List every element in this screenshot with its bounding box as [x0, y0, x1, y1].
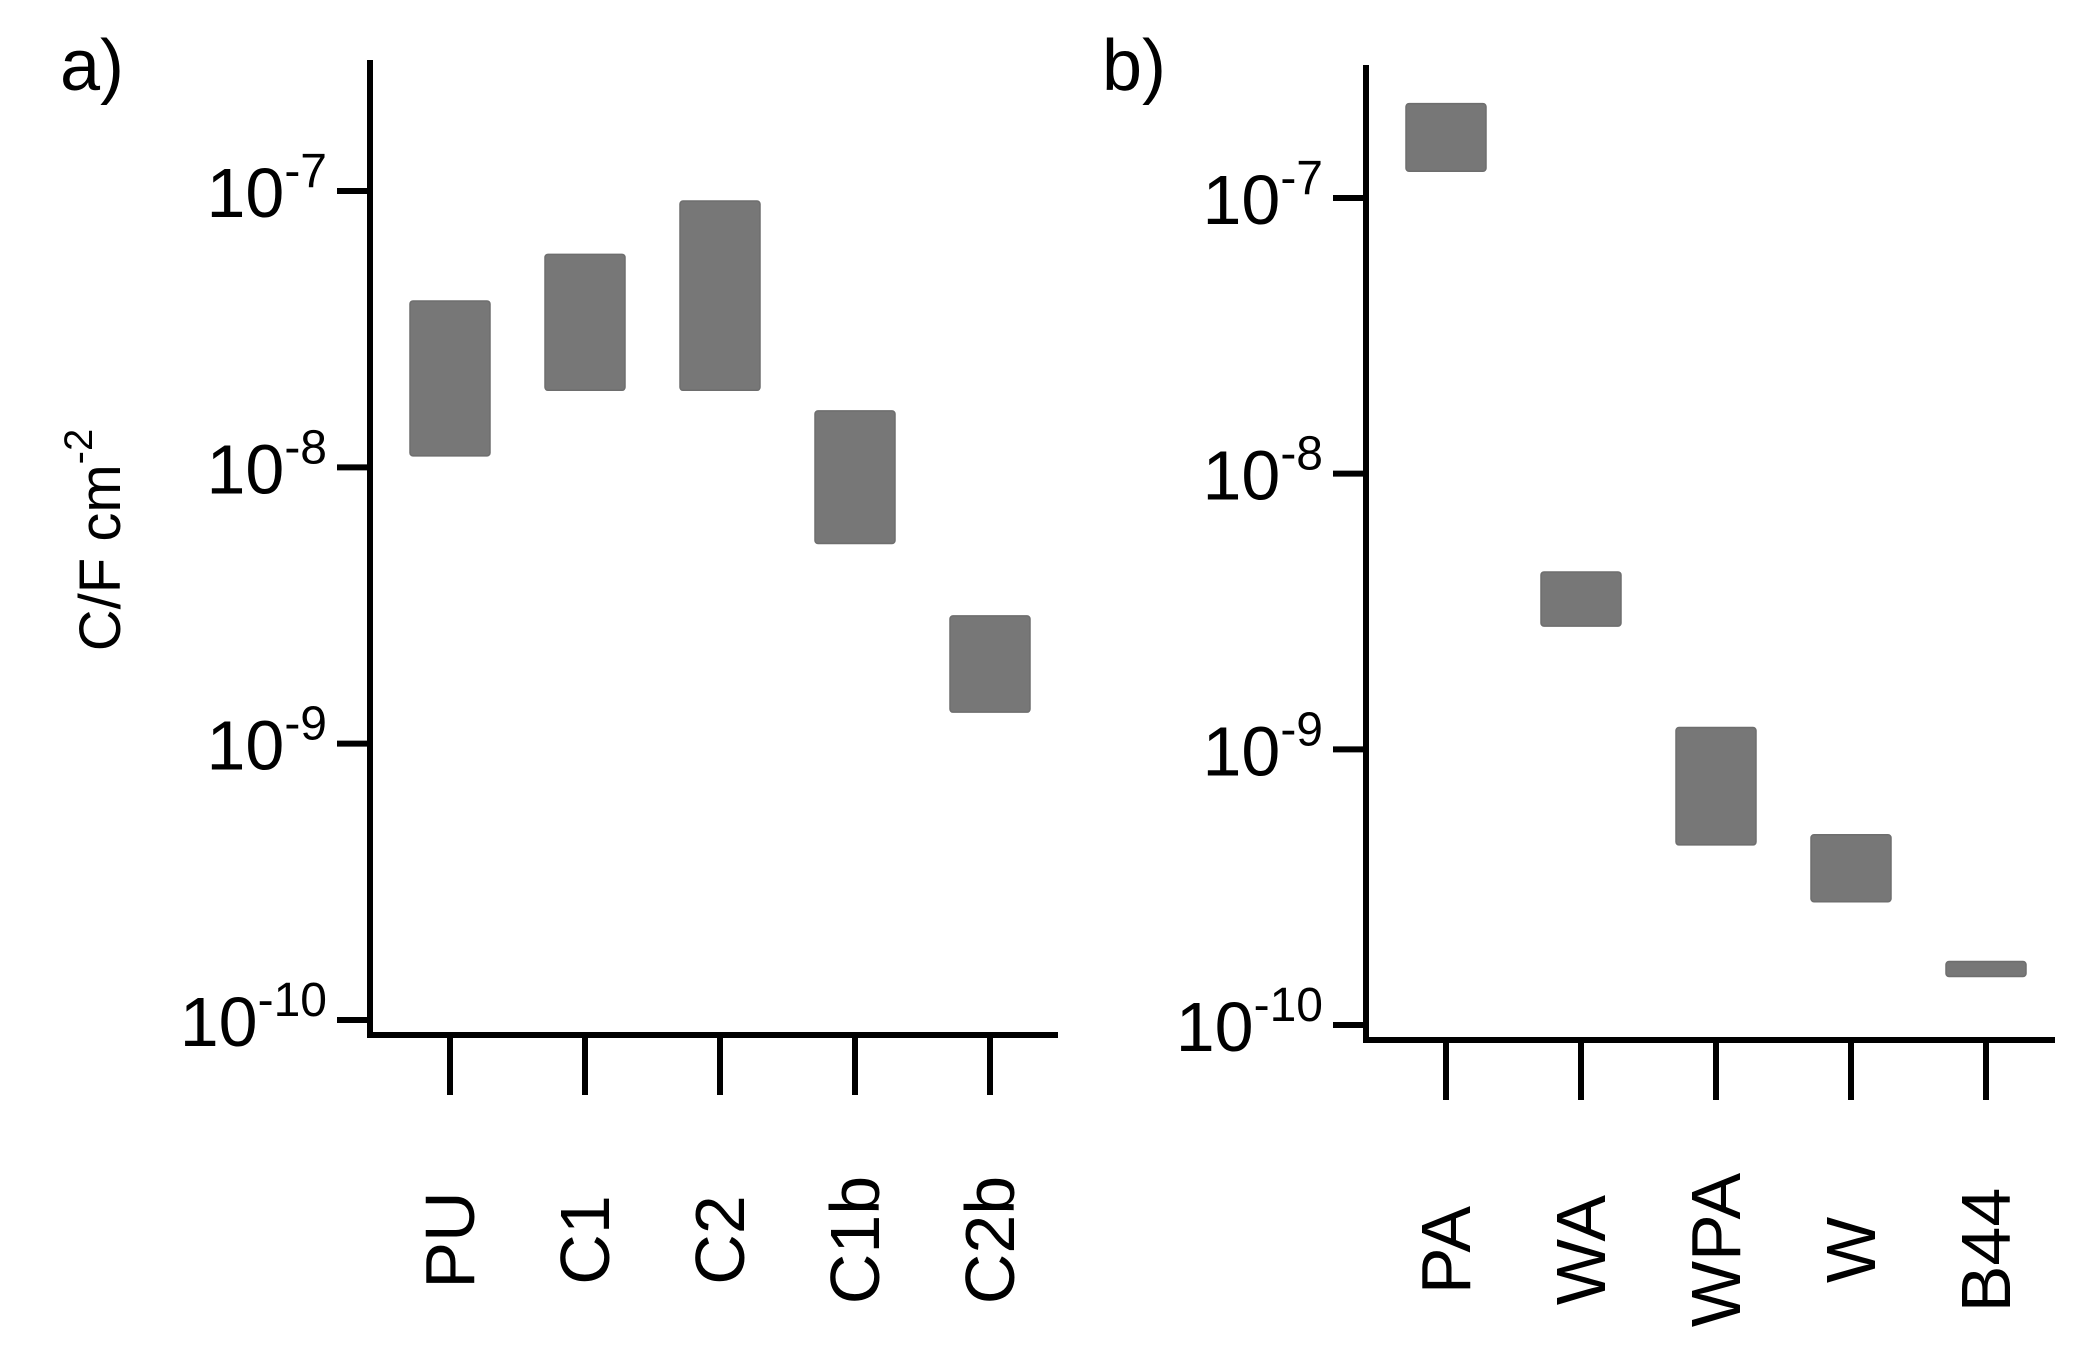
y-tick-base: 10: [180, 983, 258, 1061]
range-bar-wa: [1540, 571, 1622, 627]
range-bar-wpa: [1675, 726, 1757, 846]
y-tick-exponent: -7: [1280, 152, 1323, 205]
category-label: B44: [1947, 1188, 2025, 1313]
range-bar-b44: [1945, 960, 2027, 978]
y-tick-base: 10: [206, 154, 284, 232]
category-label: PA: [1407, 1206, 1485, 1294]
y-tick-exponent: -9: [1280, 703, 1323, 756]
y-tick-label: 10-7: [1202, 152, 1323, 239]
y-tick-label: 10-8: [206, 421, 327, 508]
range-bar-pu: [409, 300, 491, 457]
y-tick-exponent: -9: [284, 698, 327, 751]
category-label: WA: [1542, 1195, 1620, 1305]
y-tick-label: 10-8: [1202, 428, 1323, 515]
y-tick-exponent: -8: [284, 421, 327, 474]
y-tick-base: 10: [1202, 712, 1280, 790]
range-bar-pa: [1405, 102, 1487, 173]
panel-label: a): [60, 26, 124, 106]
range-bar-c1: [544, 253, 626, 392]
panel-label: b): [1102, 26, 1166, 106]
y-tick-label: 10-9: [1202, 703, 1323, 790]
category-label: WPA: [1677, 1173, 1755, 1328]
y-tick-base: 10: [1202, 161, 1280, 239]
y-tick-label: 10-10: [180, 974, 327, 1061]
category-label: C2: [681, 1195, 759, 1284]
y-tick-exponent: -10: [258, 974, 327, 1027]
range-bar-c2b: [949, 615, 1031, 713]
category-label: C1b: [816, 1176, 894, 1304]
category-label: C1: [546, 1195, 624, 1284]
category-label: C2b: [951, 1176, 1029, 1304]
y-tick-exponent: -10: [1254, 979, 1323, 1032]
range-bar-c1b: [814, 410, 896, 545]
range-bar-w: [1810, 833, 1892, 903]
y-tick-label: 10-9: [206, 698, 327, 785]
y-tick-base: 10: [1202, 437, 1280, 515]
y-tick-label: 10-7: [206, 145, 327, 232]
y-axis-title-text: C/F cm: [68, 464, 133, 651]
category-label: W: [1812, 1217, 1890, 1283]
y-tick-base: 10: [206, 707, 284, 785]
y-tick-label: 10-10: [1176, 979, 1323, 1066]
y-tick-base: 10: [1176, 988, 1254, 1066]
y-axis-title-exponent: -2: [57, 429, 101, 465]
range-bar-c2: [679, 200, 761, 392]
y-axis-title: C/F cm-2: [57, 429, 133, 651]
category-label: PU: [411, 1191, 489, 1288]
y-tick-exponent: -8: [1280, 428, 1323, 481]
y-tick-exponent: -7: [284, 145, 327, 198]
y-tick-base: 10: [206, 430, 284, 508]
